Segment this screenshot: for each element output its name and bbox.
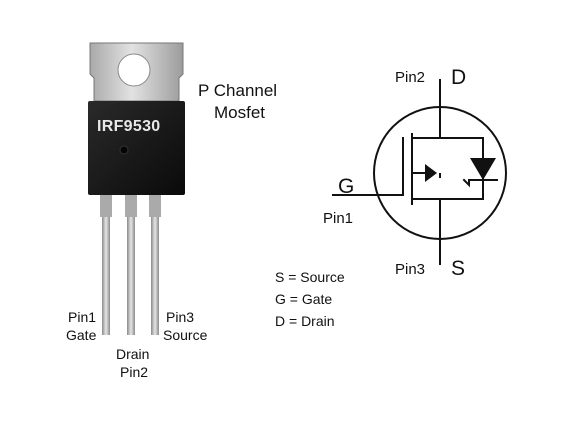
gate-wire <box>332 137 404 196</box>
diode-cathode-bar <box>462 178 498 188</box>
mosfet-symbol <box>332 79 507 265</box>
package-body <box>88 101 185 195</box>
lead-shoulder-source <box>149 195 161 217</box>
diode-triangle <box>470 158 496 180</box>
lead-shoulder-gate <box>100 195 112 217</box>
source-letter: S <box>451 257 466 280</box>
body-dimple <box>119 145 129 155</box>
pin3-number-label: Pin3 <box>166 309 195 325</box>
title-line2: Mosfet <box>214 103 266 122</box>
legend-source: S = Source <box>275 269 345 285</box>
lead-gate <box>102 195 110 335</box>
pin1-number-label: Pin1 <box>68 309 97 325</box>
drain-letter: D <box>451 66 467 89</box>
drain-pin-label: Pin2 <box>395 69 426 86</box>
pin3-name-label: Source <box>163 327 208 343</box>
source-pin-label: Pin3 <box>395 261 426 278</box>
lead-shoulder-drain <box>125 195 137 217</box>
pin2-name-label: Drain <box>116 346 150 362</box>
symbol-fills <box>425 158 496 182</box>
title-line1: P Channel <box>198 81 278 100</box>
mounting-hole <box>117 53 151 87</box>
legend-drain: D = Drain <box>275 313 335 329</box>
to220-package <box>88 42 185 335</box>
channel-arrow <box>425 164 437 182</box>
pin1-name-label: Gate <box>66 327 97 343</box>
legend-gate: G = Gate <box>275 291 333 307</box>
lead-drain <box>127 195 135 335</box>
gate-letter: G <box>338 175 355 198</box>
gate-pin-label: Pin1 <box>323 210 354 227</box>
lead-source <box>151 195 159 335</box>
part-number-marking: IRF9530 <box>97 118 161 135</box>
pin2-number-label: Pin2 <box>120 364 149 380</box>
